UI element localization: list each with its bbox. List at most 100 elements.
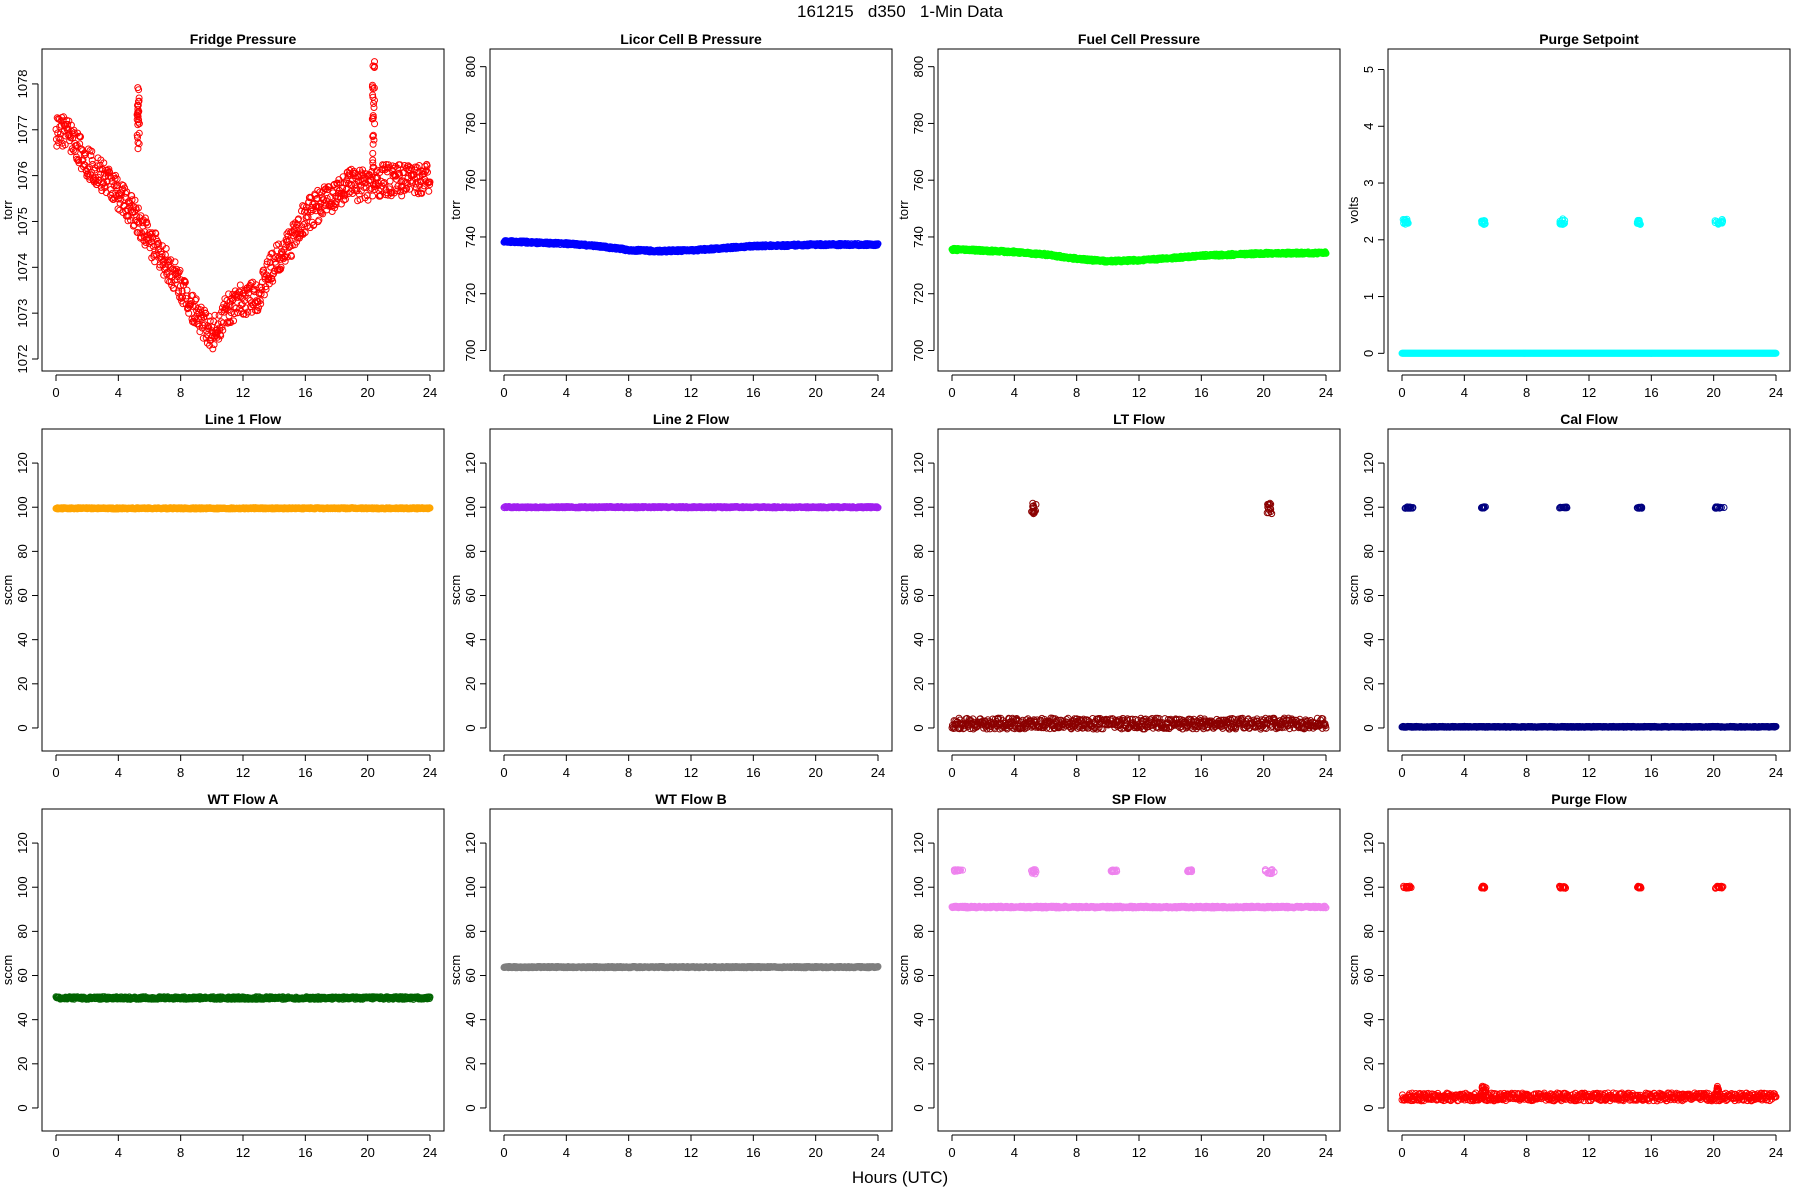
x-tick-label: 16 <box>298 765 312 780</box>
data-point <box>242 304 250 312</box>
x-tick-label: 24 <box>1319 385 1333 400</box>
y-tick-label: 1073 <box>15 299 30 328</box>
data-point <box>117 195 125 203</box>
data-point <box>183 286 191 294</box>
x-tick-label: 24 <box>871 765 885 780</box>
y-tick-label: 20 <box>15 677 30 691</box>
y-tick-label: 1 <box>1361 293 1376 300</box>
data-point <box>135 129 143 137</box>
x-tick-label: 20 <box>360 385 374 400</box>
data-point <box>128 192 136 200</box>
data-point <box>210 341 218 349</box>
x-tick-label: 8 <box>1523 385 1530 400</box>
data-point <box>176 266 184 274</box>
data-point <box>300 221 307 229</box>
data-point <box>61 141 69 149</box>
y-axis-label: torr <box>448 200 463 220</box>
x-tick-label: 0 <box>500 765 507 780</box>
data-point <box>219 326 227 334</box>
x-tick-label: 24 <box>1769 385 1783 400</box>
y-axis-label: volts <box>1346 196 1361 223</box>
data-series <box>500 237 882 256</box>
data-point <box>69 130 77 138</box>
x-tick-label: 4 <box>563 385 570 400</box>
data-point <box>342 195 349 203</box>
y-tick-label: 4 <box>1361 123 1376 130</box>
data-point <box>377 191 384 199</box>
data-point <box>170 284 178 292</box>
data-point <box>128 196 136 204</box>
x-tick-label: 12 <box>684 765 698 780</box>
x-tick-label: 0 <box>1398 385 1405 400</box>
y-tick-label: 760 <box>463 169 478 191</box>
data-point <box>143 218 151 226</box>
x-tick-label: 12 <box>1132 385 1146 400</box>
x-tick-label: 20 <box>808 765 822 780</box>
data-point <box>167 256 175 264</box>
y-tick-label: 40 <box>15 632 30 646</box>
y-tick-label: 80 <box>15 544 30 558</box>
data-point <box>70 129 78 137</box>
data-point <box>269 277 277 285</box>
x-tick-label: 20 <box>1256 385 1270 400</box>
data-point <box>88 147 96 155</box>
data-point <box>124 198 132 206</box>
panel-title: Line 2 Flow <box>653 411 729 427</box>
x-tick-label: 8 <box>177 385 184 400</box>
data-point <box>418 189 426 197</box>
data-point <box>155 240 163 248</box>
plot-frame <box>489 48 893 372</box>
data-point <box>135 116 143 124</box>
data-point <box>290 222 298 230</box>
data-point <box>273 247 281 255</box>
y-tick-label: 120 <box>463 452 478 474</box>
x-tick-label: 12 <box>684 385 698 400</box>
data-point <box>370 136 378 144</box>
y-tick-label: 0 <box>15 724 30 731</box>
data-point <box>396 161 404 169</box>
x-tick-label: 4 <box>115 765 122 780</box>
data-point <box>64 120 72 128</box>
y-tick-label: 60 <box>463 588 478 602</box>
plot-frame <box>1387 48 1791 372</box>
data-point <box>215 335 223 343</box>
data-point <box>283 253 291 261</box>
data-series <box>948 244 1330 266</box>
data-point <box>369 159 377 167</box>
data-point <box>249 286 257 294</box>
y-tick-label: 100 <box>463 496 478 518</box>
data-point <box>371 58 378 66</box>
data-series <box>500 503 882 512</box>
data-point <box>317 209 325 217</box>
data-point <box>369 192 377 200</box>
data-point <box>150 251 158 258</box>
data-point <box>132 206 140 214</box>
data-point <box>54 129 62 137</box>
data-point <box>362 184 370 192</box>
x-tick-label: 20 <box>360 765 374 780</box>
y-tick-label: 0 <box>463 724 478 731</box>
data-point <box>406 185 414 193</box>
data-point <box>295 215 302 223</box>
data-point <box>88 156 96 164</box>
data-point <box>426 178 434 186</box>
data-point <box>369 91 377 99</box>
x-tick-label: 4 <box>563 765 570 780</box>
x-tick-label: 4 <box>1011 385 1018 400</box>
panel-title: Line 1 Flow <box>205 411 281 427</box>
data-point <box>262 285 270 293</box>
x-tick-label: 16 <box>746 765 760 780</box>
y-tick-label: 720 <box>911 283 926 305</box>
data-point <box>277 263 285 271</box>
data-point <box>244 294 252 302</box>
x-tick-label: 16 <box>746 385 760 400</box>
data-point <box>221 295 229 303</box>
x-tick-label: 24 <box>423 385 437 400</box>
data-point <box>345 190 353 197</box>
data-point <box>135 94 143 102</box>
y-axis-label: sccm <box>448 575 463 605</box>
y-tick-label: 1075 <box>15 207 30 236</box>
data-point <box>267 250 275 258</box>
